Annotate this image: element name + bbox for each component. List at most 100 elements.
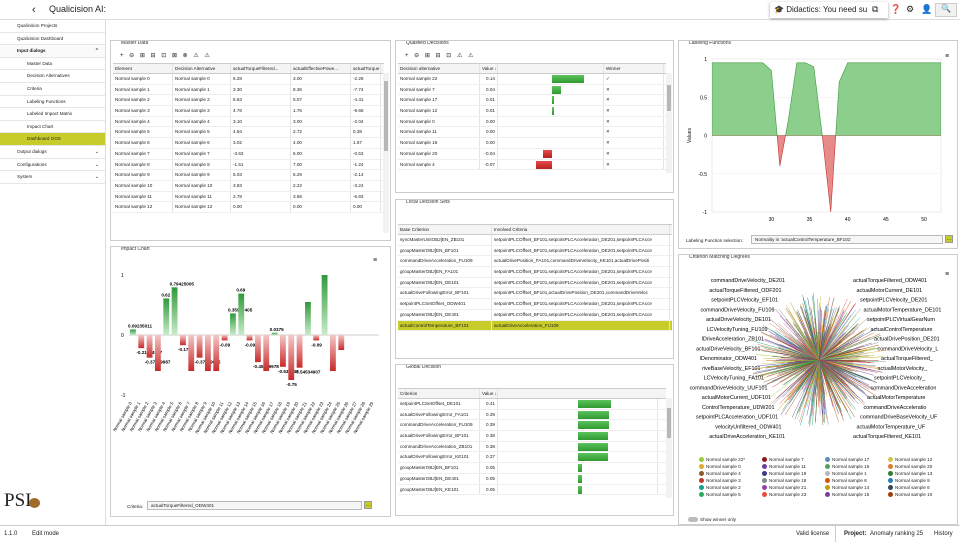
legend-item[interactable]: Normal sample 2 (699, 485, 741, 490)
labeling-function-select[interactable]: Normality in 'actualControlTemperature_B… (751, 235, 943, 244)
history-link[interactable]: History (934, 526, 953, 542)
sidebar-item[interactable]: Dashboard OOS (0, 133, 105, 146)
sidebar-item[interactable]: Impact Chart (0, 121, 105, 134)
impact-bar[interactable] (297, 335, 303, 368)
user-icon[interactable]: 👤 (921, 4, 932, 15)
vertical-scrollbar[interactable] (383, 73, 389, 233)
legend-item[interactable]: Normal sample 3 (699, 478, 741, 483)
impact-bar[interactable] (163, 298, 169, 335)
scroll-thumb[interactable] (667, 408, 671, 438)
impact-bar[interactable] (322, 275, 328, 335)
legend-item[interactable]: Normal sample 16 (825, 464, 869, 469)
legend-item[interactable]: Normal sample 8 (825, 478, 867, 483)
sidebar-item[interactable]: Labeled Impact Matrix (0, 108, 105, 121)
column-header[interactable]: Winner (604, 64, 664, 73)
sidebar-item[interactable]: Output dialogs⌄ (0, 146, 105, 159)
sidebar-item[interactable]: Input dialogs⌃ (0, 45, 105, 58)
legend-item[interactable]: Normal sample 14 (825, 485, 869, 490)
table-row[interactable]: Normal sample 20-0.04✕ (398, 149, 666, 160)
impact-bar[interactable] (263, 335, 269, 371)
chevron-icon[interactable]: ⌃ (95, 45, 99, 58)
column-header[interactable]: actualTorqueFiltered... (231, 64, 291, 73)
impact-bar[interactable] (330, 335, 336, 371)
labeling-browse-button[interactable]: ... (945, 235, 953, 243)
sidebar-item[interactable]: Qualicision Projects (0, 20, 105, 33)
didactics-banner[interactable]: 🎓 Didactics: You need su (770, 2, 888, 18)
column-header[interactable]: Decision Alternative (173, 64, 231, 73)
column-header[interactable]: Criterion (398, 389, 480, 398)
impact-bar[interactable] (172, 287, 178, 335)
show-winner-toggle[interactable] (688, 517, 698, 522)
column-header[interactable]: actualTorque (351, 64, 381, 73)
impact-bar[interactable] (197, 335, 203, 358)
external-link-icon[interactable]: ⧉ (872, 4, 878, 15)
legend-item[interactable]: Normal sample 0 (699, 464, 741, 469)
master-toolbar[interactable]: + ⊖ ⊞ ⊟ ⊡ ⊠ ⊗ ⚠ ⚠ (120, 52, 212, 59)
impact-bar[interactable] (247, 335, 253, 340)
impact-bar[interactable] (138, 335, 144, 348)
criteria-browse-button[interactable]: ... (364, 501, 372, 509)
chevron-icon[interactable]: ⌄ (95, 146, 99, 159)
scroll-thumb[interactable] (384, 81, 388, 151)
impact-bar[interactable] (305, 302, 311, 335)
column-header[interactable]: Base Criterion (398, 225, 492, 234)
gear-icon[interactable]: ⚙ (906, 4, 914, 15)
impact-bar[interactable] (255, 335, 261, 362)
impact-bar[interactable] (288, 335, 294, 380)
impact-bar[interactable] (238, 294, 244, 335)
legend-item[interactable]: Normal sample 10 (888, 492, 932, 497)
impact-bar[interactable] (155, 335, 161, 371)
legend-item[interactable]: Normal sample 5 (699, 492, 741, 497)
legend-item[interactable]: Normal sample 19 (762, 471, 806, 476)
chevron-icon[interactable]: ⌄ (95, 159, 99, 172)
impact-bar[interactable] (130, 329, 136, 335)
sidebar-item[interactable]: Decision Alternatives (0, 70, 105, 83)
legend-item[interactable]: Normal sample 23 (762, 492, 806, 497)
legend-item[interactable]: Normal sample 7 (762, 457, 804, 462)
legend-item[interactable]: Normal sample 21 (762, 485, 806, 490)
scroll-thumb[interactable] (667, 85, 671, 111)
column-header[interactable]: Involved Criteria (492, 225, 670, 234)
legend-item[interactable]: Normal sample 6 (888, 485, 930, 490)
column-header[interactable] (498, 64, 604, 73)
legend-item[interactable]: Normal sample 20 (888, 464, 932, 469)
search-button[interactable]: 🔍 (935, 3, 957, 17)
legend-item[interactable]: Normal sample 15 (825, 492, 869, 497)
legend-item[interactable]: Normal sample 11 (762, 464, 806, 469)
impact-bar[interactable] (313, 335, 319, 340)
legend-item[interactable]: Normal sample 4 (699, 471, 741, 476)
sidebar-item[interactable]: Labeling Functions (0, 96, 105, 109)
legend-item[interactable]: Normal sample 9 (888, 478, 930, 483)
legend-item[interactable]: Normal sample 22* (699, 457, 745, 462)
legend-item[interactable]: Normal sample 18 (762, 478, 806, 483)
sidebar-item[interactable]: Criteria (0, 83, 105, 96)
vertical-scrollbar[interactable] (666, 73, 672, 173)
help-icon[interactable]: ❓ (890, 4, 901, 15)
table-row[interactable]: Normal sample 4-0.07✕ (398, 160, 666, 171)
